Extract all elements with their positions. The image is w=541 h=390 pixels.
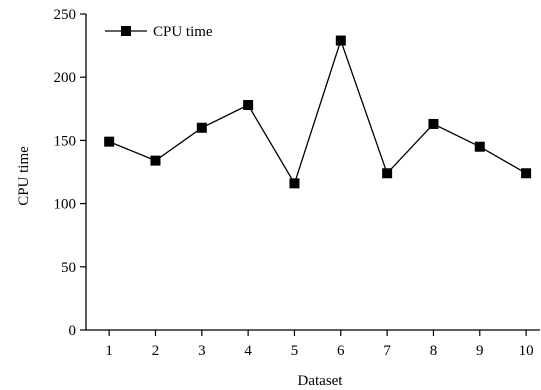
legend: CPU time: [105, 24, 213, 40]
data-point: [243, 100, 254, 111]
x-tick-label: 7: [383, 343, 391, 359]
x-tick-label: 10: [519, 343, 534, 359]
series-line: [108, 38, 527, 185]
y-ticks: 0 50 100 150 200 250: [54, 7, 86, 339]
data-point: [521, 168, 532, 179]
data-point: [104, 136, 115, 147]
data-point: [289, 178, 300, 189]
x-tick-label: 1: [105, 343, 113, 359]
y-tick-label: 0: [69, 323, 77, 339]
y-tick-label: 250: [54, 7, 77, 23]
data-point: [382, 168, 393, 179]
axes: [85, 14, 540, 331]
y-tick-label: 200: [54, 70, 77, 86]
y-tick-label: 150: [54, 133, 77, 149]
x-tick-label: 9: [476, 343, 484, 359]
legend-marker: [121, 26, 131, 36]
legend-label: CPU time: [153, 24, 213, 40]
series-group: [104, 35, 532, 189]
x-tick-label: 2: [152, 343, 160, 359]
data-point: [474, 141, 485, 152]
x-tick-label: 5: [291, 343, 299, 359]
y-tick-label: 100: [54, 197, 77, 213]
x-tick-label: 3: [198, 343, 206, 359]
y-axis-title: CPU time: [16, 146, 32, 206]
y-tick-label: 50: [61, 260, 76, 276]
x-ticks: 1 2 3 4 5 6 7 8 9 10: [105, 330, 534, 359]
x-tick-label: 6: [337, 343, 345, 359]
x-tick-label: 4: [244, 343, 252, 359]
data-point: [428, 118, 439, 129]
x-axis-title: Dataset: [298, 373, 344, 389]
data-point: [335, 35, 346, 46]
x-tick-label: 8: [430, 343, 438, 359]
data-point: [196, 122, 207, 133]
data-point: [150, 155, 161, 166]
